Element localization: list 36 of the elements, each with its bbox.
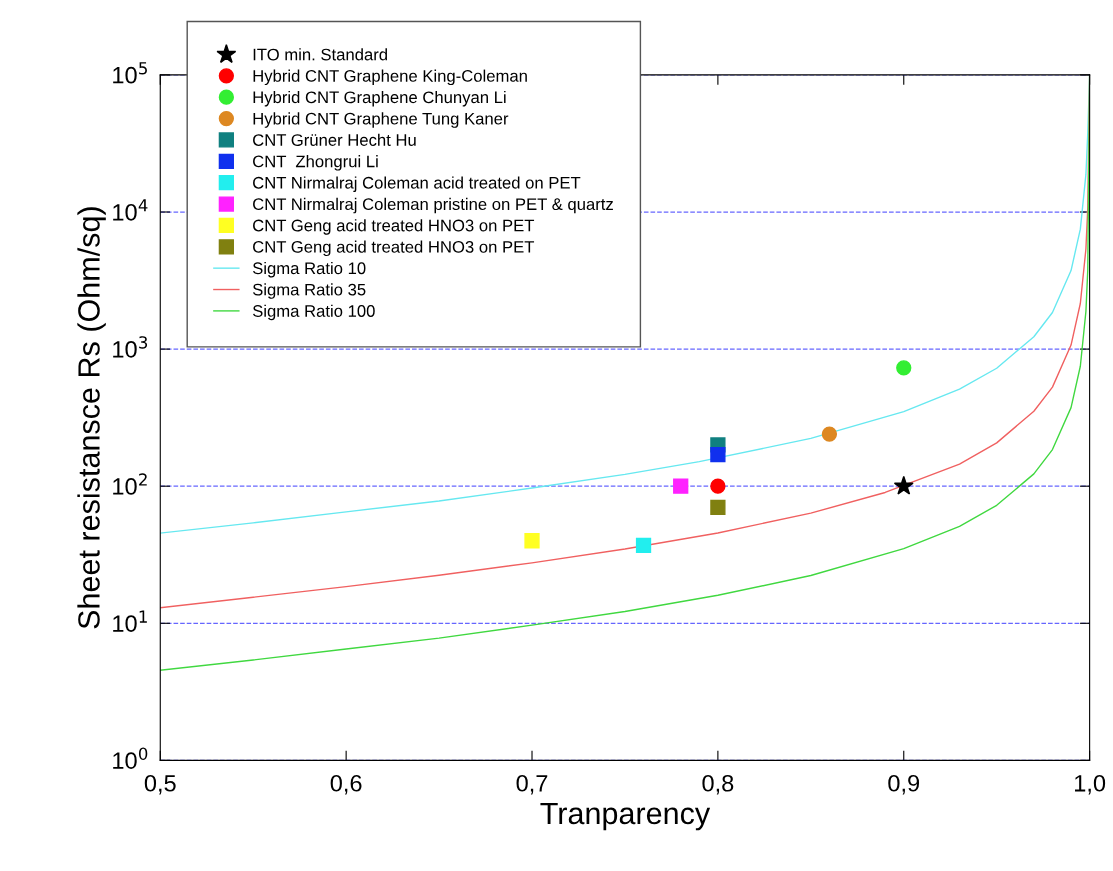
point bbox=[821, 426, 838, 442]
y-tick-label: 10$^{4}$ bbox=[113, 199, 148, 221]
x-tick-label: 0,7 bbox=[516, 774, 548, 795]
point bbox=[710, 446, 726, 463]
x-axis-title: Tranparency bbox=[540, 802, 711, 831]
y-axis-title: Sheet resistansce Rs (Ohm/sq) bbox=[77, 207, 106, 629]
legend-label: ITO min. Standard bbox=[253, 48, 387, 61]
x-tick-label: 0,5 bbox=[144, 774, 176, 795]
point bbox=[893, 475, 914, 495]
y-tick-label: 10$^{3}$ bbox=[113, 336, 148, 358]
point bbox=[524, 533, 540, 549]
point bbox=[673, 478, 689, 494]
y-tick-label: 10$^{2}$ bbox=[113, 473, 147, 495]
legend-label: Hybrid CNT Graphene King-Coleman bbox=[253, 69, 527, 86]
y-tick-label: 10$^{1}$ bbox=[113, 610, 147, 632]
legend-label: CNT Grüner Hecht Hu bbox=[253, 133, 416, 146]
legend-label: Hybrid CNT Graphene Chunyan Li bbox=[253, 90, 506, 107]
legend-label: CNT Geng acid treated HNO3 on PET bbox=[253, 219, 535, 235]
x-tick-label: 0,6 bbox=[330, 774, 362, 795]
x-tick-label: 0,8 bbox=[702, 774, 734, 795]
legend-label: CNT Nirmalraj Coleman pristine on PET & quartz bbox=[253, 197, 613, 214]
legend-label: CNT Zhongrui Li bbox=[253, 155, 378, 171]
legend-label: CNT Nirmalraj Coleman acid treated on PET bbox=[253, 176, 581, 192]
y-tick-label: 10$^{5}$ bbox=[113, 62, 147, 84]
y-tick-label: 10$^{0}$ bbox=[113, 747, 148, 769]
point bbox=[710, 478, 726, 494]
legend-label: Sigma Ratio 100 bbox=[252, 304, 375, 321]
legend-label: Sigma Ratio 10 bbox=[252, 261, 366, 278]
point bbox=[635, 537, 652, 554]
legend-label: CNT Geng acid treated HNO3 on PET bbox=[253, 240, 535, 257]
legend-label: Hybrid CNT Graphene Tung Kaner bbox=[253, 112, 509, 128]
point bbox=[896, 360, 912, 376]
point bbox=[710, 499, 726, 516]
x-tick-label: 0,9 bbox=[888, 774, 920, 795]
x-tick-label: 1,0 bbox=[1075, 774, 1106, 795]
legend-label: Sigma Ratio 35 bbox=[252, 283, 366, 299]
